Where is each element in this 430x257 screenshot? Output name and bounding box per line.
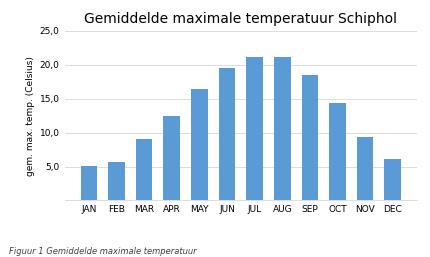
Y-axis label: gem. max. temp. (Celsius): gem. max. temp. (Celsius) xyxy=(27,56,35,176)
Bar xyxy=(80,166,97,200)
Bar xyxy=(301,75,318,200)
Bar xyxy=(246,57,263,200)
Text: Figuur 1 Gemiddelde maximale temperatuur: Figuur 1 Gemiddelde maximale temperatuur xyxy=(9,247,196,256)
Bar xyxy=(274,57,291,200)
Title: Gemiddelde maximale temperatuur Schiphol: Gemiddelde maximale temperatuur Schiphol xyxy=(84,12,397,25)
Bar xyxy=(384,159,401,200)
Bar xyxy=(191,88,208,200)
Bar xyxy=(163,116,180,200)
Bar xyxy=(329,103,346,200)
Bar xyxy=(136,139,152,200)
Bar xyxy=(108,162,125,200)
Bar xyxy=(357,137,373,200)
Bar xyxy=(219,68,235,200)
